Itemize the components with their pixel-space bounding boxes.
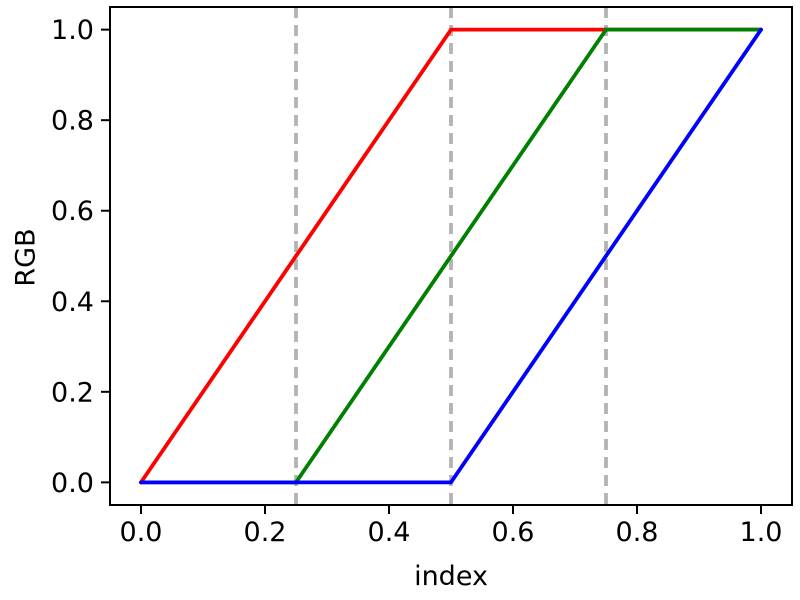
series-line-blue-channel [139, 27, 763, 485]
x-axis-label: index [414, 561, 488, 592]
y-tick-label: 0.6 [51, 196, 94, 227]
y-tick-label: 0.0 [51, 468, 94, 499]
y-axis-label: RGB [10, 228, 42, 287]
axes-spines [109, 6, 793, 506]
y-tick-label: 0.8 [51, 106, 94, 137]
x-tick-label: 0.0 [120, 517, 163, 548]
x-tick-label: 1.0 [740, 517, 783, 548]
x-tick-label: 0.2 [244, 517, 287, 548]
y-tick-label: 0.2 [51, 377, 94, 408]
x-tick-label: 0.4 [368, 517, 411, 548]
x-tick-label: 0.8 [616, 517, 659, 548]
y-tick-label: 0.4 [51, 287, 94, 318]
x-tick-label: 0.6 [492, 517, 535, 548]
y-tick-label: 1.0 [51, 15, 94, 46]
